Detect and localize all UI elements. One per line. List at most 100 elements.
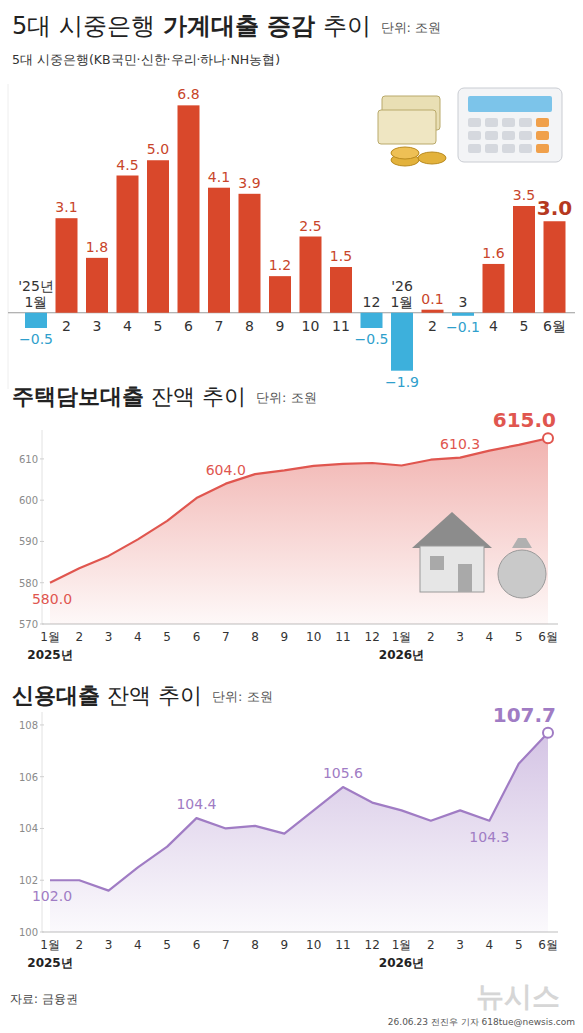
- data-label: 104.3: [469, 829, 509, 845]
- end-marker: [543, 728, 553, 738]
- data-label: 604.0: [206, 462, 246, 478]
- icon-part: [468, 96, 552, 112]
- data-label: 3.5: [513, 187, 535, 203]
- bar: [56, 218, 78, 313]
- data-label: −1.9: [385, 374, 419, 390]
- x-tick-label: 3: [105, 938, 113, 952]
- icon-part: [502, 118, 515, 127]
- x-tick-label: 12: [365, 630, 380, 644]
- x-tick-label: 12: [365, 938, 380, 952]
- chart-title: 신용대출 잔액 추이: [12, 683, 202, 708]
- x-group-label: 2026년: [379, 956, 424, 970]
- x-tick-label: 6: [193, 630, 201, 644]
- y-tick-label: 610: [19, 454, 38, 465]
- icon-part: [485, 118, 498, 127]
- bar: [513, 206, 535, 313]
- icon-part: [536, 144, 549, 153]
- data-label: −0.5: [19, 331, 53, 347]
- x-group-label: 2025년: [27, 648, 72, 662]
- bar: [239, 194, 261, 313]
- icon-part: [519, 131, 532, 140]
- y-tick: [40, 724, 44, 725]
- x-tick-label: 6: [193, 938, 201, 952]
- data-label: 610.3: [440, 436, 480, 452]
- title-part: 5대 시중은행: [12, 12, 163, 40]
- y-tick-label: 100: [19, 927, 38, 938]
- title-part: 잔액 추이: [144, 384, 246, 409]
- icon-part: [458, 88, 562, 162]
- data-label: 4.1: [208, 169, 230, 185]
- y-tick-label: 106: [19, 772, 38, 783]
- bar: [178, 105, 200, 312]
- x-tick-label: 11: [332, 318, 350, 334]
- data-label: 107.7: [493, 703, 556, 727]
- bar: [269, 276, 291, 313]
- source: 자료: 금융권: [10, 992, 78, 1006]
- axis-line: [8, 84, 9, 389]
- icon-part: [519, 144, 532, 153]
- area: [50, 438, 548, 624]
- data-label: 2.5: [299, 218, 321, 234]
- icon-part: [468, 118, 481, 127]
- bars: [8, 105, 575, 370]
- x-tick-label: 2: [427, 938, 435, 952]
- title-part: 추이: [315, 12, 371, 40]
- icon-part: [468, 131, 481, 140]
- bar: [147, 160, 169, 313]
- bar: [422, 310, 444, 313]
- line: [50, 733, 548, 891]
- title-part: 주택담보대출: [12, 384, 144, 409]
- bar: [330, 267, 352, 313]
- icon-part: [430, 556, 444, 570]
- chart-title: 5대 시중은행 가계대출 증감 추이: [12, 12, 371, 40]
- x-group-label: 2025년: [27, 956, 72, 970]
- x-tick-label: 4: [134, 630, 142, 644]
- label-line: 1월: [391, 294, 414, 310]
- data-label: 580.0: [32, 591, 72, 607]
- x-tick-label: 5: [515, 630, 523, 644]
- x-tick-label: 10: [302, 318, 320, 334]
- x-tick-label: 7: [222, 630, 230, 644]
- y-tick: [40, 500, 44, 501]
- x-tick-label: 5: [515, 938, 523, 952]
- x-tick-label: 7: [222, 938, 230, 952]
- data-label: 1.5: [330, 248, 352, 264]
- unit: 단위: 조원: [212, 689, 273, 704]
- data-label: 1.8: [86, 239, 108, 255]
- x-tick-label: 4: [134, 938, 142, 952]
- x-tick-label: 3: [459, 294, 468, 310]
- plot: [50, 733, 548, 932]
- data-label: 615.0: [493, 408, 556, 432]
- x-tick-label: '25년1월: [18, 278, 54, 310]
- y-tick: [40, 776, 44, 777]
- label-line: '25년: [18, 278, 54, 294]
- data-label: 102.0: [32, 888, 72, 904]
- x-tick-label: 8: [251, 630, 259, 644]
- title-part: 가계대출 증감: [163, 12, 315, 40]
- x-tick-label: 12: [363, 294, 381, 310]
- y-tick-label: 102: [19, 875, 38, 886]
- data-label: 105.6: [323, 765, 363, 781]
- icon-part: [378, 110, 436, 144]
- x-tick-label: 6: [184, 318, 193, 334]
- icon-part: [420, 546, 484, 592]
- y-tick-label: 104: [19, 823, 38, 834]
- y-tick-label: 600: [19, 495, 38, 506]
- data-label: 1.6: [482, 245, 504, 261]
- icon-part: [502, 144, 515, 153]
- data-label: −0.5: [355, 331, 389, 347]
- x-tick-label: 4: [486, 938, 494, 952]
- icon-part: [498, 550, 546, 598]
- credit: 26.06.23 전진우 기자 618tue@newsis.com: [388, 1017, 575, 1027]
- x-tick-label: 4: [123, 318, 132, 334]
- x-tick-label: 6월: [543, 318, 566, 334]
- x-tick-label: 6월: [538, 630, 558, 644]
- y-tick: [40, 582, 44, 583]
- icon-part: [391, 147, 419, 159]
- x-tick-label: 2: [428, 318, 437, 334]
- x-tick-label: 2: [75, 938, 83, 952]
- title-part: 잔액 추이: [100, 683, 202, 708]
- icon-part: [512, 538, 532, 548]
- unit: 단위: 조원: [256, 390, 317, 405]
- data-label: 0.1: [421, 291, 443, 307]
